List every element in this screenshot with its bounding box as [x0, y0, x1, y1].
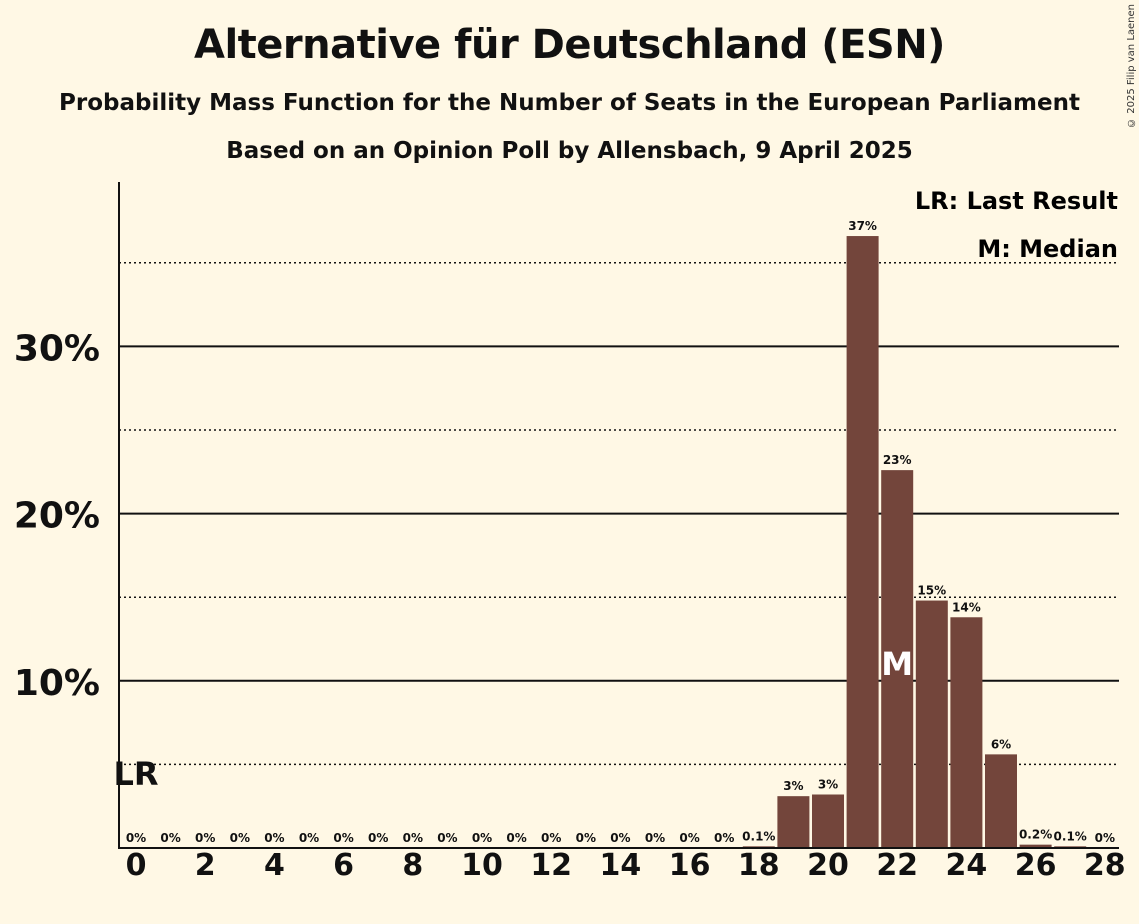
bar [846, 236, 879, 849]
data-label: 0.1% [1054, 829, 1087, 843]
data-label: 3% [783, 779, 803, 793]
bar [950, 617, 983, 848]
data-label: 0% [264, 831, 284, 845]
bar [915, 600, 948, 848]
data-label: 23% [883, 453, 912, 467]
data-label: 0% [645, 831, 665, 845]
data-label: 15% [917, 584, 946, 598]
last-result-marker: LR [113, 755, 158, 793]
bar [777, 796, 810, 848]
x-tick-label: 12 [530, 848, 572, 883]
x-tick-label: 2 [195, 848, 216, 883]
data-label: 0.1% [742, 829, 775, 843]
data-label: 14% [952, 600, 981, 614]
chart-source: Based on an Opinion Poll by Allensbach, … [226, 138, 913, 164]
data-label: 0% [610, 831, 630, 845]
data-label: 0% [541, 831, 561, 845]
y-tick-label: 30% [14, 328, 100, 369]
data-label: 0% [126, 831, 146, 845]
x-tick-label: 0 [126, 848, 147, 883]
bar [1019, 844, 1052, 848]
x-tick-label: 20 [807, 848, 849, 883]
data-label: 0% [403, 831, 423, 845]
y-tick-label: 10% [14, 663, 100, 704]
median-marker: M [881, 645, 913, 683]
data-label: 0% [299, 831, 319, 845]
x-tick-label: 24 [946, 848, 988, 883]
data-label: 3% [818, 777, 838, 791]
data-label: 0% [160, 831, 180, 845]
x-tick-label: 4 [264, 848, 285, 883]
data-label: 0% [472, 831, 492, 845]
x-tick-label: 18 [738, 848, 780, 883]
data-label: 0% [333, 831, 353, 845]
data-label: 0% [368, 831, 388, 845]
x-tick-label: 16 [669, 848, 711, 883]
y-tick-label: 20% [14, 496, 100, 537]
legend-last-result: LR: Last Result [915, 187, 1118, 215]
y-axis-ticks: 10% 20% 30% [14, 328, 100, 703]
bar [812, 794, 844, 848]
x-axis-ticks: 0 2 4 6 8 10 12 14 16 18 20 22 24 26 28 [126, 848, 1126, 883]
data-label: 0% [714, 831, 734, 845]
chart-subtitle: Probability Mass Function for the Number… [59, 90, 1080, 116]
data-label: 0.2% [1019, 828, 1052, 842]
data-label: 0% [195, 831, 215, 845]
data-label: 0% [679, 831, 699, 845]
data-label: 0% [1095, 831, 1115, 845]
data-label: 0% [230, 831, 250, 845]
x-tick-label: 10 [461, 848, 503, 883]
legend-median: M: Median [977, 235, 1118, 263]
chart-title: Alternative für Deutschland (ESN) [194, 22, 945, 68]
x-tick-label: 14 [600, 848, 642, 883]
x-tick-label: 26 [1015, 848, 1057, 883]
x-tick-label: 28 [1084, 848, 1126, 883]
data-labels: 0% 0% 0% 0% 0% 0% 0% 0% 0% 0% 0% 0% 0% 0% 0% 0% 0% 0% 0.1%… [113, 219, 1115, 845]
bar [881, 470, 914, 848]
data-label: 0% [437, 831, 457, 845]
data-label: 0% [506, 831, 526, 845]
bars [742, 236, 1087, 849]
x-tick-label: 22 [876, 848, 918, 883]
x-tick-label: 6 [333, 848, 354, 883]
data-label: 0% [576, 831, 596, 845]
data-label: 37% [848, 219, 877, 233]
bar [985, 754, 1017, 848]
x-tick-label: 8 [402, 848, 423, 883]
data-label: 6% [991, 737, 1011, 751]
